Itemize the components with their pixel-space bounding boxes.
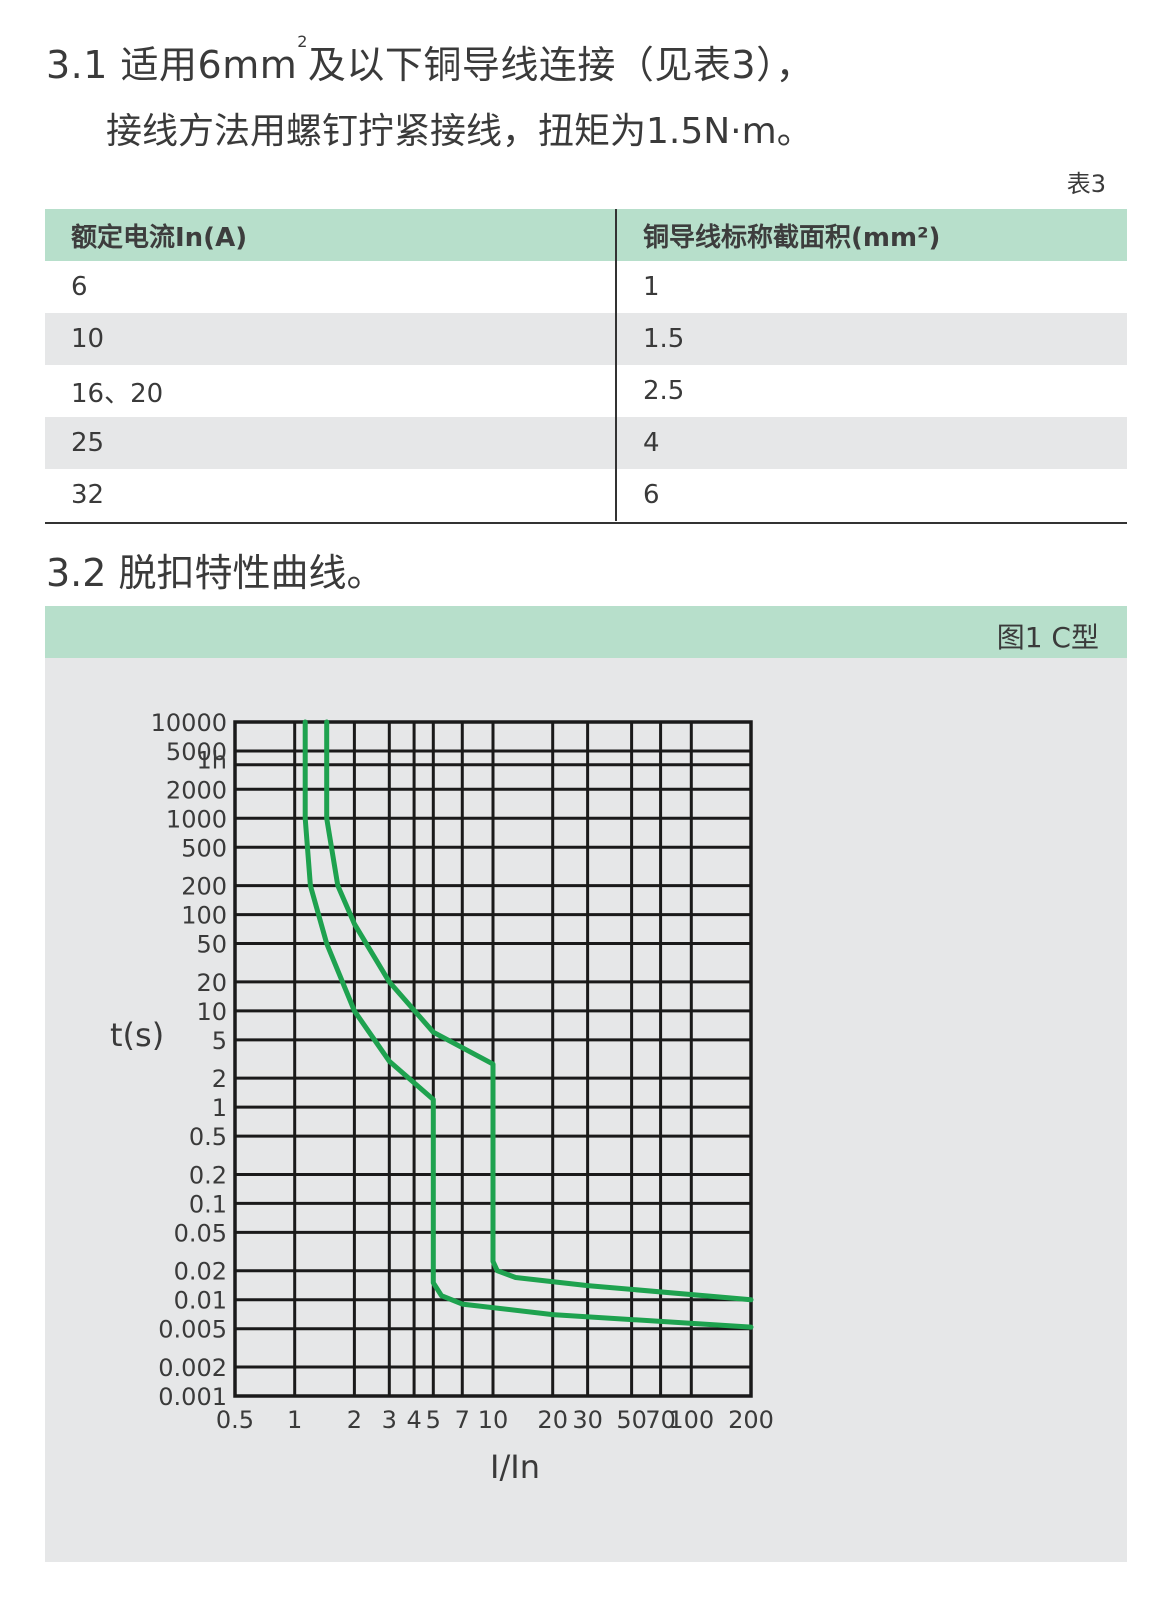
header-wire-cross-section: 铜导线标称截面积(mm²)	[643, 222, 941, 253]
figure-caption: 图1 C型	[996, 621, 1099, 654]
table-row: 25 4	[45, 417, 1127, 469]
table-cell-section: 4	[643, 428, 660, 458]
table-cell-current: 16、20	[45, 365, 617, 417]
y-tick-label: 2	[212, 1065, 227, 1093]
x-tick-label: 200	[728, 1406, 774, 1434]
x-tick-label: 20	[537, 1406, 568, 1434]
x-tick-label: 3	[382, 1406, 397, 1434]
header-rated-current: 额定电流In(A)	[45, 209, 617, 261]
table-cell-current: 6	[45, 261, 617, 313]
table-cell-current: 25	[45, 417, 617, 469]
table-row: 6 1	[45, 261, 1127, 313]
y-tick-label: 5000	[166, 738, 227, 766]
y-tick-label: 500	[181, 834, 227, 862]
table-cell-section: 2.5	[643, 376, 685, 406]
chart-curves	[302, 719, 754, 1330]
x-tick-label: 0.5	[216, 1406, 254, 1434]
x-tick-label: 10	[478, 1406, 509, 1434]
table-row: 16、20 2.5	[45, 365, 1127, 417]
x-tick-label: 7	[455, 1406, 470, 1434]
y-tick-label: 0.1	[189, 1190, 227, 1218]
figure-panel: 图1 C型 10000 5000 1h 2000 1000 500 200 100 50 20 10…	[45, 606, 1127, 1562]
table-cell-section: 6	[643, 480, 660, 510]
x-tick-label: 50	[616, 1406, 647, 1434]
x-tick-label: 100	[668, 1406, 714, 1434]
x-tick-label: 30	[572, 1406, 603, 1434]
tripping-curve-chart: 1000050001h200010005002001005020105210.5…	[110, 709, 774, 1486]
table-cell-section: 1	[643, 272, 660, 302]
y-tick-label: 10	[196, 998, 227, 1026]
y-tick-label: 1h	[197, 747, 227, 775]
x-tick-label: 2	[347, 1406, 362, 1434]
squared-superscript: 2	[297, 32, 308, 51]
y-tick-label: 5	[212, 1027, 227, 1055]
y-tick-label: 1	[212, 1094, 227, 1122]
plot-frame	[233, 720, 753, 1398]
section-3-1-title-part2: 及以下铜导线连接（见表3），	[307, 43, 815, 87]
y-tick-label: 2000	[166, 776, 227, 804]
table-row: 10 1.5	[45, 313, 1127, 365]
x-tick-label: 5	[426, 1406, 441, 1434]
table-cell-current: 10	[45, 313, 617, 365]
y-axis-title: t(s)	[110, 1016, 164, 1054]
table-cell-section: 1.5	[643, 324, 685, 354]
section-3-2-title: 3.2 脱扣特性曲线。	[46, 551, 385, 595]
table-header-row: 额定电流In(A) 铜导线标称截面积(mm²)	[45, 209, 1127, 261]
section-3-1-subtitle: 接线方法用螺钉拧紧接线，扭矩为1.5N·m。	[106, 111, 813, 152]
table-cell-current: 32	[45, 469, 617, 521]
x-axis-title: I/In	[490, 1448, 540, 1486]
lower-trip-curve	[302, 719, 754, 1330]
section-3-1-title-part1: 3.1 适用6mm	[46, 43, 298, 87]
x-tick-label: 4	[406, 1406, 421, 1434]
y-tick-label: 100	[181, 902, 227, 930]
y-tick-label: 0.5	[189, 1123, 227, 1151]
y-tick-label: 0.2	[189, 1161, 227, 1189]
y-tick-label: 1000	[166, 805, 227, 833]
y-tick-label: 50	[196, 931, 227, 959]
y-tick-label: 10000	[151, 709, 227, 737]
table-number: 表3	[1066, 170, 1106, 198]
y-tick-label: 0.02	[174, 1258, 227, 1286]
x-tick-label: 70	[645, 1406, 676, 1434]
x-tick-label: 1	[287, 1406, 302, 1434]
y-tick-label: 0.01	[174, 1287, 227, 1315]
y-tick-label: 0.005	[158, 1316, 227, 1344]
wire-size-table: 额定电流In(A) 铜导线标称截面积(mm²) 6 1 10 1.5 16、20…	[45, 209, 1127, 521]
upper-trip-curve	[324, 719, 754, 1303]
y-tick-label: 0.002	[158, 1354, 227, 1382]
y-tick-label: 20	[196, 969, 227, 997]
y-tick-label: 0.05	[174, 1219, 227, 1247]
figure-caption-bar: 图1 C型	[45, 606, 1127, 658]
section-3-1-title: 3.1 适用6mm2及以下铜导线连接（见表3），	[46, 32, 815, 89]
y-tick-label: 0.001	[158, 1383, 227, 1411]
table-row: 32 6	[45, 469, 1127, 521]
y-tick-label: 200	[181, 873, 227, 901]
table-bottom-rule	[45, 522, 1127, 524]
